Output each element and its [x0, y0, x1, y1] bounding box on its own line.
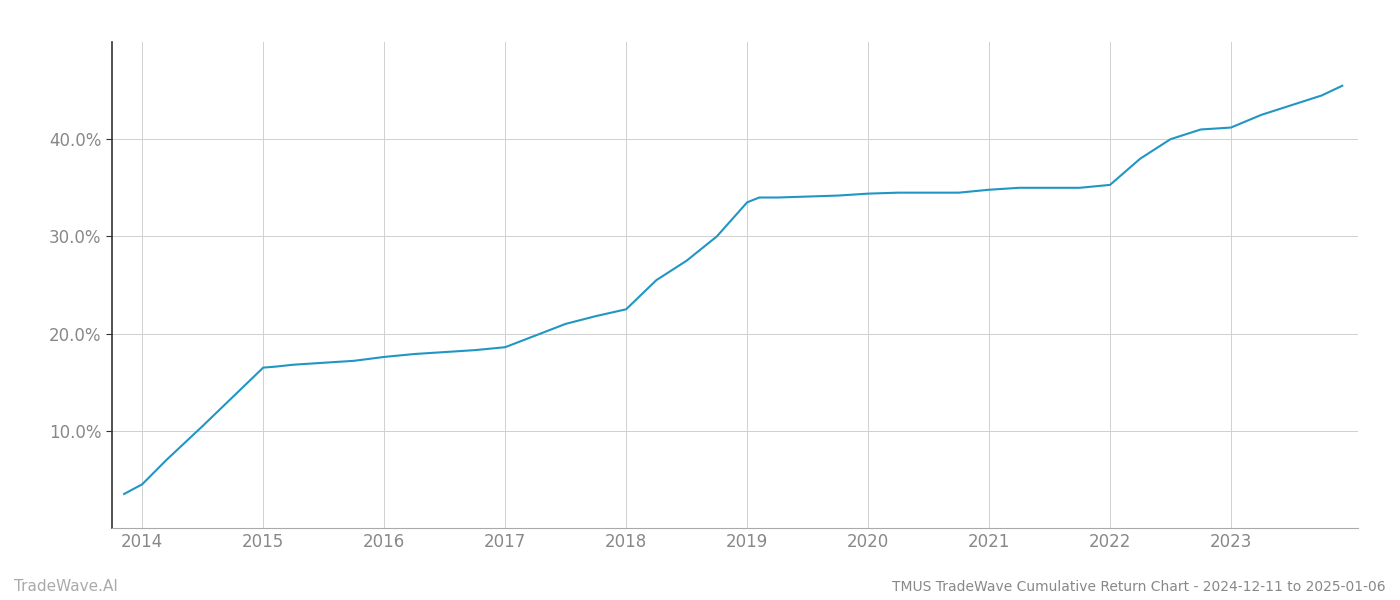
Text: TMUS TradeWave Cumulative Return Chart - 2024-12-11 to 2025-01-06: TMUS TradeWave Cumulative Return Chart -… [892, 580, 1386, 594]
Text: TradeWave.AI: TradeWave.AI [14, 579, 118, 594]
